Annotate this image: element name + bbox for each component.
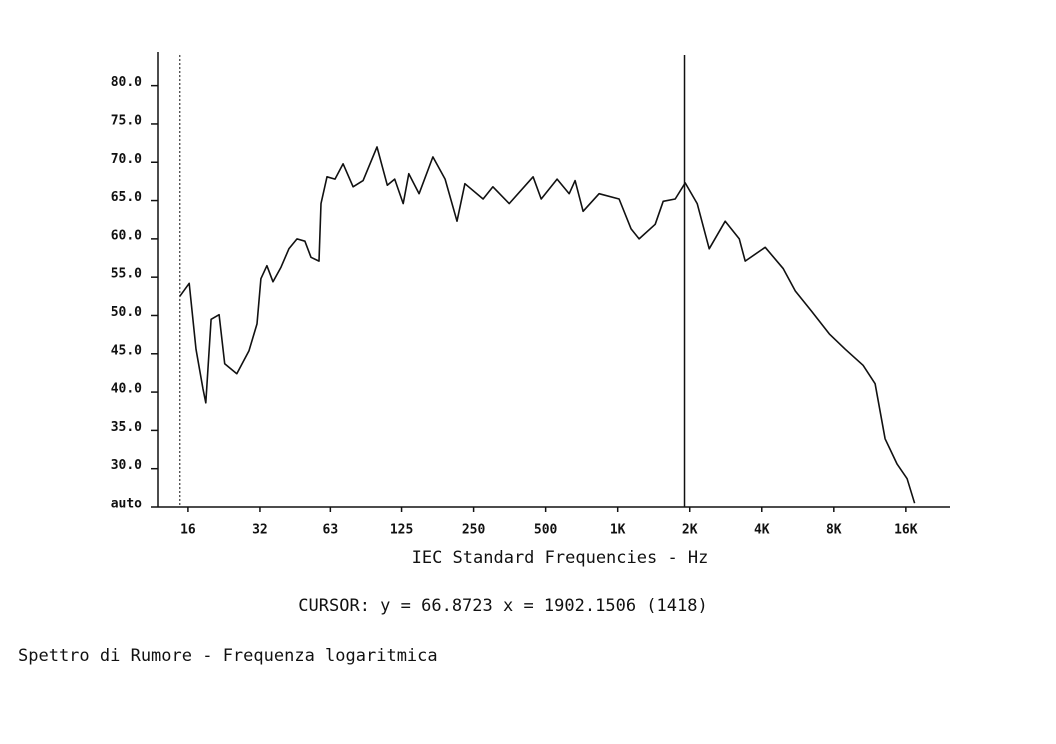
x-tick-label: 2K bbox=[682, 523, 698, 538]
x-tick-label: 63 bbox=[323, 523, 339, 538]
x-tick-label: 500 bbox=[534, 523, 558, 538]
y-tick-label: 55.0 bbox=[111, 267, 142, 282]
x-tick-label: 16K bbox=[894, 523, 918, 538]
x-tick-label: 125 bbox=[390, 523, 413, 538]
x-tick-label: 4K bbox=[754, 523, 770, 538]
y-tick-label: 80.0 bbox=[111, 75, 142, 90]
x-tick-label: 32 bbox=[252, 523, 268, 538]
x-axis-label: IEC Standard Frequencies - Hz bbox=[412, 548, 709, 568]
y-tick-label: 65.0 bbox=[111, 190, 142, 205]
spectrum-line bbox=[179, 146, 916, 504]
y-tick-label: 70.0 bbox=[111, 152, 142, 167]
y-tick-label: 30.0 bbox=[111, 458, 142, 473]
y-tick-label: 45.0 bbox=[111, 343, 142, 358]
x-tick-label: 16 bbox=[180, 523, 196, 538]
cursor-readout: CURSOR: y = 66.8723 x = 1902.1506 (1418) bbox=[298, 596, 707, 616]
y-tick-label: 40.0 bbox=[111, 382, 142, 397]
y-tick-label: 35.0 bbox=[111, 420, 142, 435]
y-tick-label: 50.0 bbox=[111, 305, 142, 320]
y-tick-label: 60.0 bbox=[111, 228, 142, 243]
x-tick-label: 1K bbox=[610, 523, 626, 538]
x-tick-label: 250 bbox=[462, 523, 486, 538]
y-tick-label: auto bbox=[111, 497, 142, 512]
caption: Spettro di Rumore - Frequenza logaritmic… bbox=[18, 646, 438, 666]
y-tick-label: 75.0 bbox=[111, 113, 142, 128]
x-tick-label: 8K bbox=[826, 523, 842, 538]
